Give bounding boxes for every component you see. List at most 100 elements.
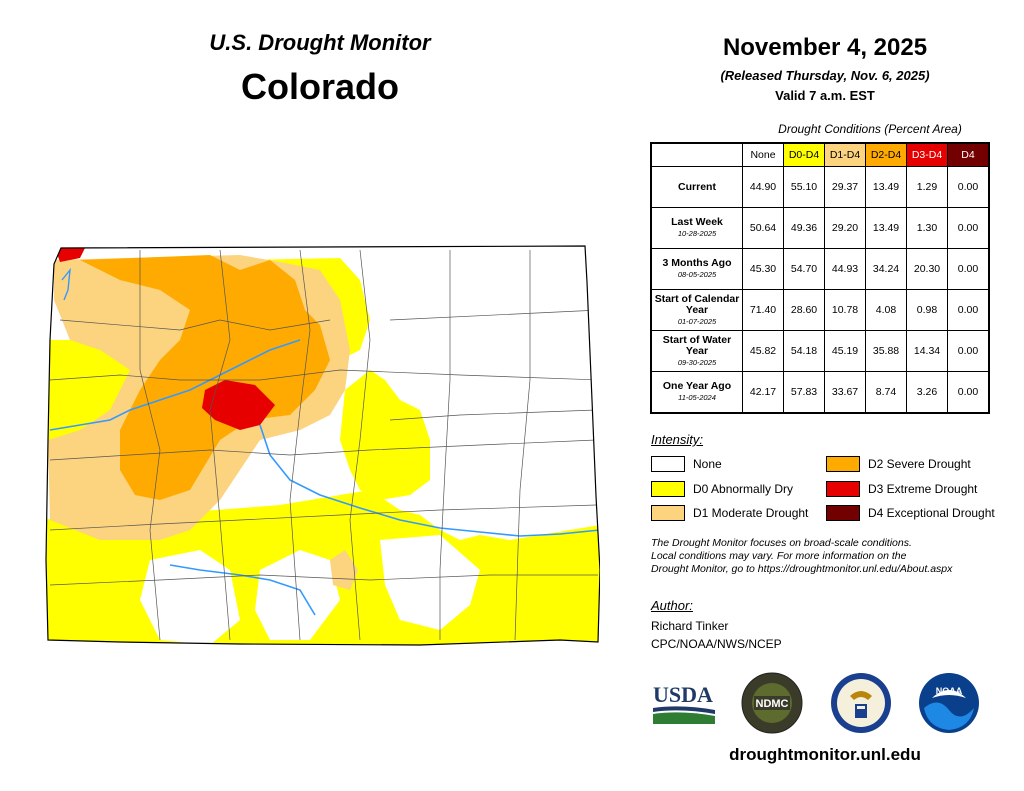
legend-swatch xyxy=(826,456,860,472)
svg-text:USDA: USDA xyxy=(653,682,713,707)
d3-region xyxy=(202,380,275,430)
cell-value: 13.49 xyxy=(865,166,907,208)
cell-value: 49.36 xyxy=(783,207,825,249)
cell-value: 0.00 xyxy=(947,248,989,290)
release-date: (Released Thursday, Nov. 6, 2025) xyxy=(720,68,930,83)
legend-swatch xyxy=(651,505,685,521)
legend-swatch xyxy=(651,456,685,472)
cell-value: 44.93 xyxy=(824,248,866,290)
cell-value: 71.40 xyxy=(742,289,784,331)
usda-logo: USDA xyxy=(653,682,715,724)
legend-label: D2 Severe Drought xyxy=(868,457,971,471)
state-border xyxy=(45,245,600,646)
legend-swatch xyxy=(826,481,860,497)
none-southeast xyxy=(380,535,480,630)
cell-value: 44.90 xyxy=(742,166,784,208)
colorado-river xyxy=(49,339,301,431)
author-heading: Author: xyxy=(651,598,693,613)
table-header-row: None D0-D4 D1-D4 D2-D4 D3-D4 D4 xyxy=(652,143,989,167)
none-southwest xyxy=(140,550,240,645)
table-corner xyxy=(652,144,743,167)
doc-seal-logo xyxy=(831,673,891,733)
legend-item-d1: D1 Moderate Drought xyxy=(651,505,808,521)
col-header-d1-d4: D1-D4 xyxy=(824,143,866,167)
legend-label: D1 Moderate Drought xyxy=(693,506,809,520)
cell-value: 50.64 xyxy=(742,207,784,249)
cell-value: 35.88 xyxy=(865,330,907,372)
col-header-d2-d4: D2-D4 xyxy=(865,143,907,167)
website-url[interactable]: droughtmonitor.unl.edu xyxy=(729,745,921,764)
row-label: Last Week 10-28-2025 xyxy=(651,207,743,249)
table-title: Drought Conditions (Percent Area) xyxy=(778,122,962,136)
row-label: 3 Months Ago 08-05-2025 xyxy=(651,248,743,290)
legend-item-d4: D4 Exceptional Drought xyxy=(826,505,995,521)
rio-grande xyxy=(169,564,316,616)
cell-value: 8.74 xyxy=(865,371,907,413)
cell-value: 55.10 xyxy=(783,166,825,208)
cell-value: 57.83 xyxy=(783,371,825,413)
cell-value: 0.98 xyxy=(906,289,948,331)
cell-value: 54.70 xyxy=(783,248,825,290)
valid-time: Valid 7 a.m. EST xyxy=(775,88,875,103)
d1-region-southcentral xyxy=(330,550,358,590)
cell-value: 0.00 xyxy=(947,289,989,331)
ndmc-logo: NDMC xyxy=(741,672,803,734)
col-header-d4: D4 xyxy=(947,143,989,167)
cell-value: 34.24 xyxy=(865,248,907,290)
disclaimer-line: Local conditions may vary. For more info… xyxy=(651,550,907,562)
table-row: One Year Ago 11-05-2024 42.17 57.83 33.67… xyxy=(651,371,989,413)
disclaimer: The Drought Monitor focuses on broad-sca… xyxy=(651,537,1011,576)
legend-item-d3: D3 Extreme Drought xyxy=(826,481,977,497)
cell-value: 13.49 xyxy=(865,207,907,249)
county-boundaries xyxy=(49,249,600,641)
noaa-logo: NOAA xyxy=(919,673,979,733)
cell-value: 54.18 xyxy=(783,330,825,372)
author-organization: CPC/NOAA/NWS/NCEP xyxy=(651,637,782,651)
legend-swatch xyxy=(651,481,685,497)
col-header-none: None xyxy=(742,143,784,167)
row-label: One Year Ago 11-05-2024 xyxy=(651,371,743,413)
legend-label: None xyxy=(693,457,722,471)
cell-value: 10.78 xyxy=(824,289,866,331)
cell-value: 29.37 xyxy=(824,166,866,208)
d3-region-northwest xyxy=(55,248,85,262)
arkansas-river xyxy=(259,424,600,537)
svg-text:NDMC: NDMC xyxy=(756,698,789,710)
table-row: Current 44.90 55.10 29.37 13.49 1.29 0.0… xyxy=(651,166,989,208)
table-row: Start of Water Year 09-30-2025 45.82 54.1… xyxy=(651,330,989,372)
legend-item-d2: D2 Severe Drought xyxy=(826,456,971,472)
cell-value: 29.20 xyxy=(824,207,866,249)
legend-label: D4 Exceptional Drought xyxy=(868,506,995,520)
map-date: November 4, 2025 xyxy=(722,34,928,61)
svg-text:NOAA: NOAA xyxy=(936,686,963,696)
legend-label: D0 Abnormally Dry xyxy=(693,482,794,496)
none-sanluis xyxy=(255,550,340,640)
cell-value: 0.00 xyxy=(947,330,989,372)
cell-value: 4.08 xyxy=(865,289,907,331)
cell-value: 45.19 xyxy=(824,330,866,372)
table-row: Last Week 10-28-2025 50.64 49.36 29.20 13… xyxy=(651,207,989,249)
drought-conditions-table: None D0-D4 D1-D4 D2-D4 D3-D4 D4 Current … xyxy=(650,142,990,414)
cell-value: 28.60 xyxy=(783,289,825,331)
legend-item-d0: D0 Abnormally Dry xyxy=(651,481,793,497)
col-header-d0-d4: D0-D4 xyxy=(783,143,825,167)
col-header-d3-d4: D3-D4 xyxy=(906,143,948,167)
product-title: U.S. Drought Monitor xyxy=(209,30,431,55)
d2-region xyxy=(80,255,330,500)
table-row: Start of Calendar Year 01-07-2025 71.40 2… xyxy=(651,289,989,331)
table-row: 3 Months Ago 08-05-2025 45.30 54.70 44.93… xyxy=(651,248,989,290)
cell-value: 0.00 xyxy=(947,207,989,249)
disclaimer-line: The Drought Monitor focuses on broad-sca… xyxy=(651,537,912,549)
disclaimer-line: Drought Monitor, go to https://droughtmo… xyxy=(651,563,953,575)
legend-label: D3 Extreme Drought xyxy=(868,482,978,496)
cell-value: 45.82 xyxy=(742,330,784,372)
legend-item-none: None xyxy=(651,456,722,472)
cell-value: 45.30 xyxy=(742,248,784,290)
cell-value: 1.30 xyxy=(906,207,948,249)
d0-region-frontrange xyxy=(340,370,430,500)
cell-value: 20.30 xyxy=(906,248,948,290)
legend-title: Intensity: xyxy=(651,432,704,447)
cell-value: 42.17 xyxy=(742,371,784,413)
river-north xyxy=(61,267,71,301)
legend-swatch xyxy=(826,505,860,521)
